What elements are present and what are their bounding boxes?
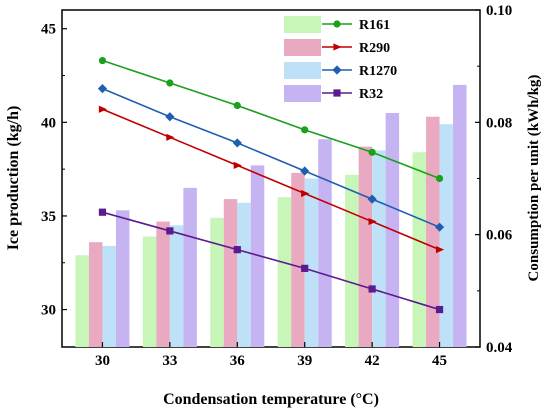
- legend-label-r32: R32: [359, 87, 383, 102]
- y-right-axis-label: Consumption per unit (kWh/kg): [526, 75, 542, 282]
- legend-marker-r161: [333, 20, 341, 28]
- legend: R161 R290 R1270 R32: [284, 16, 397, 102]
- bar-r1270-36: [237, 202, 251, 347]
- point-r290-30: [98, 105, 108, 113]
- point-r290-42: [368, 217, 377, 226]
- x-tick-label: 33: [162, 353, 177, 369]
- x-axis-label: Condensation temperature (°C): [163, 391, 379, 408]
- line-group: [97, 56, 445, 314]
- point-r32-39: [301, 264, 309, 272]
- bar-r290-33: [156, 221, 170, 347]
- x-tick-label: 45: [432, 353, 447, 369]
- point-r32-42: [368, 285, 376, 293]
- legend-swatch-r161: [284, 16, 321, 33]
- point-r161-39: [301, 126, 309, 134]
- bar-r290-30: [88, 242, 103, 347]
- point-r32-33: [166, 227, 174, 235]
- bar-r161-30: [75, 255, 89, 347]
- legend-marker-r290: [333, 43, 342, 51]
- legend-marker-r1270: [332, 65, 342, 75]
- line-r161: [102, 59, 440, 180]
- legend-label-r1270: R1270: [359, 64, 397, 79]
- x-tick-label: 42: [365, 353, 380, 369]
- point-r1270-30: [97, 84, 108, 94]
- bar-r32-33: [183, 187, 197, 347]
- bar-r32-30: [115, 210, 130, 347]
- point-r161-36: [233, 101, 241, 110]
- y-left-tick-label: 45: [41, 22, 56, 38]
- bar-r32-39: [318, 139, 332, 347]
- bar-r290-39: [291, 172, 305, 347]
- bar-r161-42: [345, 174, 359, 347]
- y-left-axis-label: Ice production (kg/h): [5, 106, 22, 251]
- point-r32-30: [98, 208, 107, 216]
- y-left-tick-label: 40: [41, 115, 56, 131]
- point-r1270-42: [367, 194, 377, 204]
- legend-swatch-r1270: [284, 62, 321, 79]
- bar-r1270-45: [439, 124, 454, 347]
- y-left-tick-label: 30: [41, 303, 56, 319]
- y-right-tick-label: 0.04: [486, 340, 513, 356]
- bar-r32-36: [250, 165, 265, 347]
- legend-label-r290: R290: [359, 41, 390, 56]
- plot-frame: [61, 9, 481, 348]
- point-r161-33: [166, 79, 174, 87]
- legend-swatch-r32: [284, 85, 321, 102]
- bar-r161-39: [277, 197, 292, 347]
- line-r1270: [102, 87, 440, 228]
- point-r161-45: [435, 174, 444, 183]
- bar-r1270-39: [304, 178, 319, 347]
- bar-r161-45: [412, 152, 427, 347]
- point-r1270-39: [300, 166, 310, 176]
- point-r1270-36: [232, 138, 242, 148]
- point-r1270-33: [165, 112, 175, 122]
- point-r161-30: [98, 56, 107, 65]
- point-r290-36: [233, 161, 242, 169]
- bar-r290-42: [358, 146, 373, 347]
- bar-r1270-42: [372, 150, 386, 347]
- bar-r1270-30: [102, 245, 116, 347]
- y-right-tick-label: 0.08: [486, 115, 512, 131]
- bar-group: [75, 84, 467, 347]
- point-r290-33: [166, 133, 175, 141]
- line-r32: [102, 211, 440, 311]
- x-tick-label: 30: [95, 353, 110, 369]
- point-r290-39: [301, 189, 310, 198]
- x-tick-label: 36: [230, 353, 246, 369]
- line-r290: [102, 108, 440, 251]
- axes-group: 30 35 40 45 0.04 0.06 0.08 0.10 30 33 36 39 42 45: [41, 3, 513, 369]
- legend-label-r161: R161: [359, 18, 390, 33]
- bar-r161-36: [210, 217, 224, 347]
- bar-r161-33: [142, 236, 157, 347]
- y-left-tick-label: 35: [41, 209, 56, 225]
- point-r161-42: [368, 148, 376, 156]
- legend-swatch-r290: [284, 39, 321, 56]
- point-r32-45: [435, 305, 444, 314]
- y-right-tick-label: 0.10: [486, 3, 512, 19]
- y-right-tick-label: 0.06: [486, 228, 513, 244]
- point-r32-36: [233, 246, 241, 254]
- bar-r290-36: [223, 199, 238, 347]
- bar-r1270-33: [169, 225, 184, 347]
- bar-r32-45: [453, 84, 467, 347]
- x-tick-label: 39: [297, 353, 312, 369]
- point-r1270-45: [434, 222, 445, 232]
- legend-marker-r32: [333, 89, 341, 97]
- point-r290-45: [435, 246, 445, 254]
